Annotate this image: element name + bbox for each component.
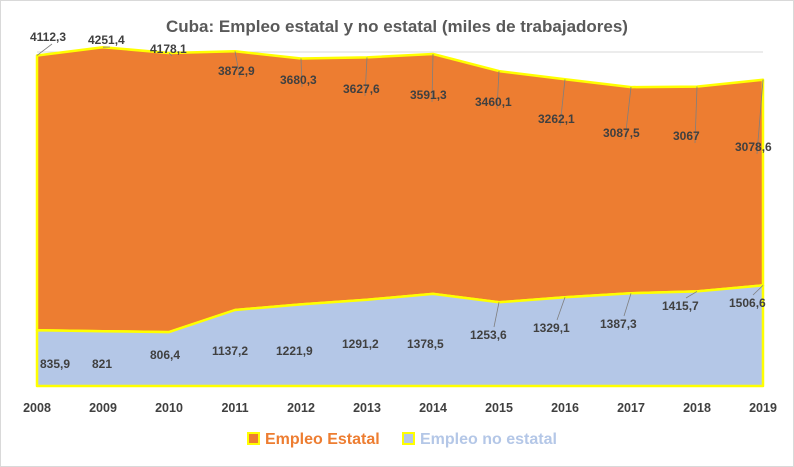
chart-areas [35,45,765,388]
leader-line [36,43,53,56]
data-labels: 4112,3 4251,4 4178,1 3872,9 3680,3 3627,6 3591… [30,30,772,371]
data-label-empleo-no-estatal: 1387,3 [600,317,637,331]
x-tick-label: 2010 [155,401,183,415]
x-tick-label: 2011 [221,401,248,415]
legend-label: Empleo Estatal [265,431,380,448]
data-label-empleo-estatal: 3460,1 [475,95,512,109]
data-label-empleo-estatal: 3591,3 [410,88,447,102]
area-empleo-estatal [35,45,765,334]
leader-line [168,52,173,57]
leader-line [756,79,764,155]
x-axis-ticks: 2008 2009 2010 2011 2012 2013 2014 2015 2016 2017… [23,401,777,415]
leader-line [685,291,698,299]
data-label-empleo-no-estatal: 806,4 [150,348,180,362]
legend: Empleo Estatal Empleo no estatal [247,431,557,448]
x-tick-label: 2008 [23,401,51,415]
data-label-empleo-no-estatal: 1506,6 [729,296,766,310]
leader-line [556,297,566,321]
legend-swatch [247,432,260,445]
data-label-empleo-estatal: 3078,6 [735,140,772,154]
legend-swatch [402,432,415,445]
leader-line [431,54,434,103]
leader-line [496,71,500,110]
data-label-empleo-no-estatal: 1378,5 [407,337,444,351]
data-label-empleo-no-estatal: 1221,9 [276,344,313,358]
leader-line [623,293,632,317]
x-tick-label: 2014 [419,401,447,415]
data-label-empleo-no-estatal: 1253,6 [470,328,507,342]
data-label-empleo-estatal: 3262,1 [538,112,575,126]
data-label-empleo-estatal: 3627,6 [343,82,380,96]
leader-line [493,302,500,328]
data-label-empleo-estatal: 3067 [673,129,700,143]
data-label-empleo-no-estatal: 1137,2 [212,344,248,358]
data-label-empleo-no-estatal: 835,9 [40,357,70,371]
legend-label: Empleo no estatal [420,431,557,448]
data-label-empleo-no-estatal: 1291,2 [342,337,379,351]
data-label-empleo-estatal: 3087,5 [603,126,640,140]
leader-line [234,51,241,79]
data-label-empleo-estatal: 3872,9 [218,64,255,78]
x-tick-label: 2018 [683,401,711,415]
leader-line [559,79,566,127]
leader-line [752,285,764,296]
x-tick-label: 2017 [617,401,645,415]
x-tick-label: 2012 [287,401,315,415]
data-label-empleo-estatal: 4178,1 [150,42,187,56]
x-tick-label: 2015 [485,401,513,415]
leader-line [624,87,632,141]
chart-title: Cuba: Empleo estatal y no estatal (miles… [166,17,628,36]
x-tick-label: 2013 [353,401,381,415]
data-label-empleo-estatal: 4251,4 [88,33,125,47]
data-label-empleo-no-estatal: 1415,7 [662,299,699,313]
data-label-empleo-estatal: 4112,3 [30,30,66,44]
data-label-empleo-no-estatal: 821 [92,357,112,371]
leader-line [364,57,368,97]
x-tick-label: 2019 [749,401,777,415]
x-tick-label: 2009 [89,401,117,415]
leader-line [300,58,303,88]
leader-line [694,86,698,144]
x-tick-label: 2016 [551,401,579,415]
data-label-empleo-estatal: 3680,3 [280,73,317,87]
data-label-empleo-no-estatal: 1329,1 [533,321,570,335]
